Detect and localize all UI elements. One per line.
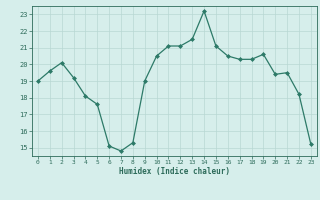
X-axis label: Humidex (Indice chaleur): Humidex (Indice chaleur) xyxy=(119,167,230,176)
